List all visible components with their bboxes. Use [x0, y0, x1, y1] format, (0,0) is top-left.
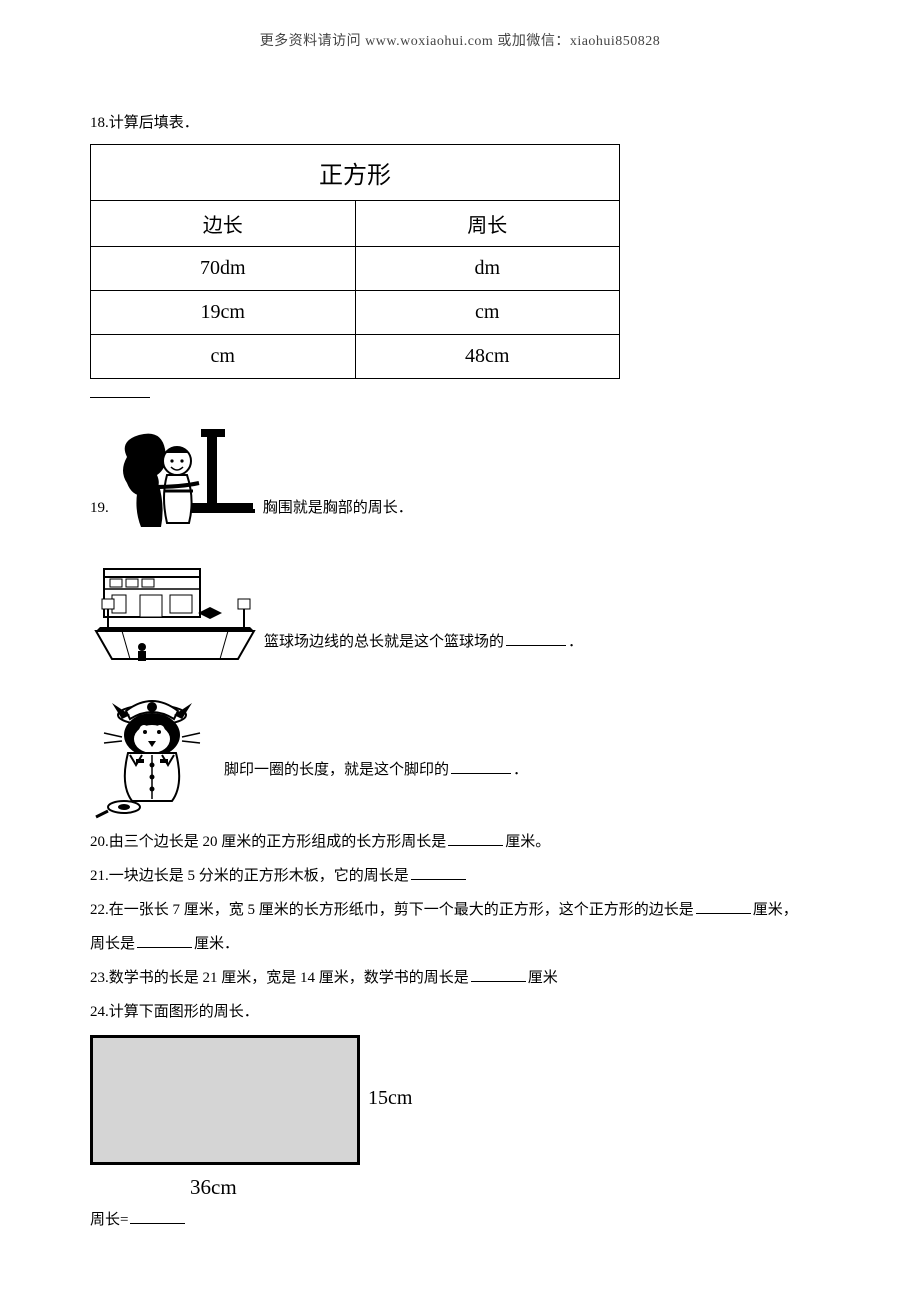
q22-blank2 [137, 933, 192, 948]
q21-a: 21.一块边长是 5 分米的正方形木板，它的周长是 [90, 868, 409, 884]
q18-r2c0: cm [91, 335, 356, 379]
q19-line2-text: 篮球场边线的总长就是这个篮球场的 ． [264, 630, 583, 651]
q23-b: 厘米 [528, 970, 558, 986]
q19-row1: 19. 胸围就是胸部的周长． [90, 427, 830, 537]
q22-c: 周长是 [90, 936, 135, 952]
q24-figure: 15cm 36cm [90, 1035, 430, 1205]
q18-r1c1: cm [355, 291, 620, 335]
q18-r0c1: dm [355, 247, 620, 291]
q18-table-title: 正方形 [91, 145, 620, 201]
q19-line2-a: 篮球场边线的总长就是这个篮球场的 [264, 634, 504, 650]
q24-result-blank [130, 1209, 185, 1224]
q18-r1c0: 19cm [91, 291, 356, 335]
q21: 21.一块边长是 5 分米的正方形木板，它的周长是 [90, 861, 830, 891]
basketball-court-icon [90, 555, 260, 671]
q19-line3-a: 脚印一圈的长度，就是这个脚印的 [224, 762, 449, 778]
q19-line3-blank [451, 759, 511, 774]
q18-blank-below [90, 397, 150, 398]
q19-line3-text: 脚印一圈的长度，就是这个脚印的 ． [224, 758, 528, 779]
q19-num: 19. [90, 500, 109, 517]
q22-b: 厘米， [753, 902, 798, 918]
q24-result: 周长= [90, 1205, 830, 1235]
q18-r2c1: 48cm [355, 335, 620, 379]
q19-line2-b: ． [568, 634, 583, 650]
q19-line2-blank [506, 631, 566, 646]
q19-row2: 篮球场边线的总长就是这个篮球场的 ． [90, 555, 830, 671]
q20-a: 20.由三个边长是 20 厘米的正方形组成的长方形周长是 [90, 834, 446, 850]
q22-line1: 22.在一张长 7 厘米，宽 5 厘米的长方形纸巾，剪下一个最大的正方形，这个正… [90, 895, 830, 925]
q18-body: 计算后填表． [109, 115, 199, 131]
q22-d: 厘米． [194, 936, 239, 952]
q24-result-prefix: 周长= [90, 1212, 128, 1228]
q22-a: 22.在一张长 7 厘米，宽 5 厘米的长方形纸巾，剪下一个最大的正方形，这个正… [90, 902, 694, 918]
q18-text: 18.计算后填表． [90, 108, 830, 138]
page-header: 更多资料请访问 www.woxiaohui.com 或加微信：xiaohui85… [90, 30, 830, 50]
cat-officer-icon [90, 689, 220, 819]
q22-blank1 [696, 899, 751, 914]
q20-b: 厘米。 [505, 834, 550, 850]
q22-line2: 周长是 厘米． [90, 929, 830, 959]
q19-line3-b: ． [513, 762, 528, 778]
q18-r0c0: 70dm [91, 247, 356, 291]
q24-width-label: 36cm [190, 1175, 237, 1200]
q20: 20.由三个边长是 20 厘米的正方形组成的长方形周长是 厘米。 [90, 827, 830, 857]
q21-blank [411, 865, 466, 880]
q23: 23.数学书的长是 21 厘米，宽是 14 厘米，数学书的周长是 厘米 [90, 963, 830, 993]
q20-blank [448, 831, 503, 846]
q23-a: 23.数学书的长是 21 厘米，宽是 14 厘米，数学书的周长是 [90, 970, 469, 986]
q19-line1-text: 胸围就是胸部的周长． [263, 496, 413, 517]
q24-height-label: 15cm [368, 1087, 412, 1110]
q24-rectangle [90, 1035, 360, 1165]
q18-table: 正方形 边长 周长 70dm dm 19cm cm cm 48cm [90, 144, 620, 379]
q18-col1: 周长 [355, 201, 620, 247]
q18-col0: 边长 [91, 201, 356, 247]
measuring-child-icon [109, 427, 259, 537]
q23-blank [471, 967, 526, 982]
q18-num: 18. [90, 115, 109, 131]
q19-row3: 脚印一圈的长度，就是这个脚印的 ． [90, 689, 830, 819]
q24-text: 24.计算下面图形的周长． [90, 997, 830, 1027]
